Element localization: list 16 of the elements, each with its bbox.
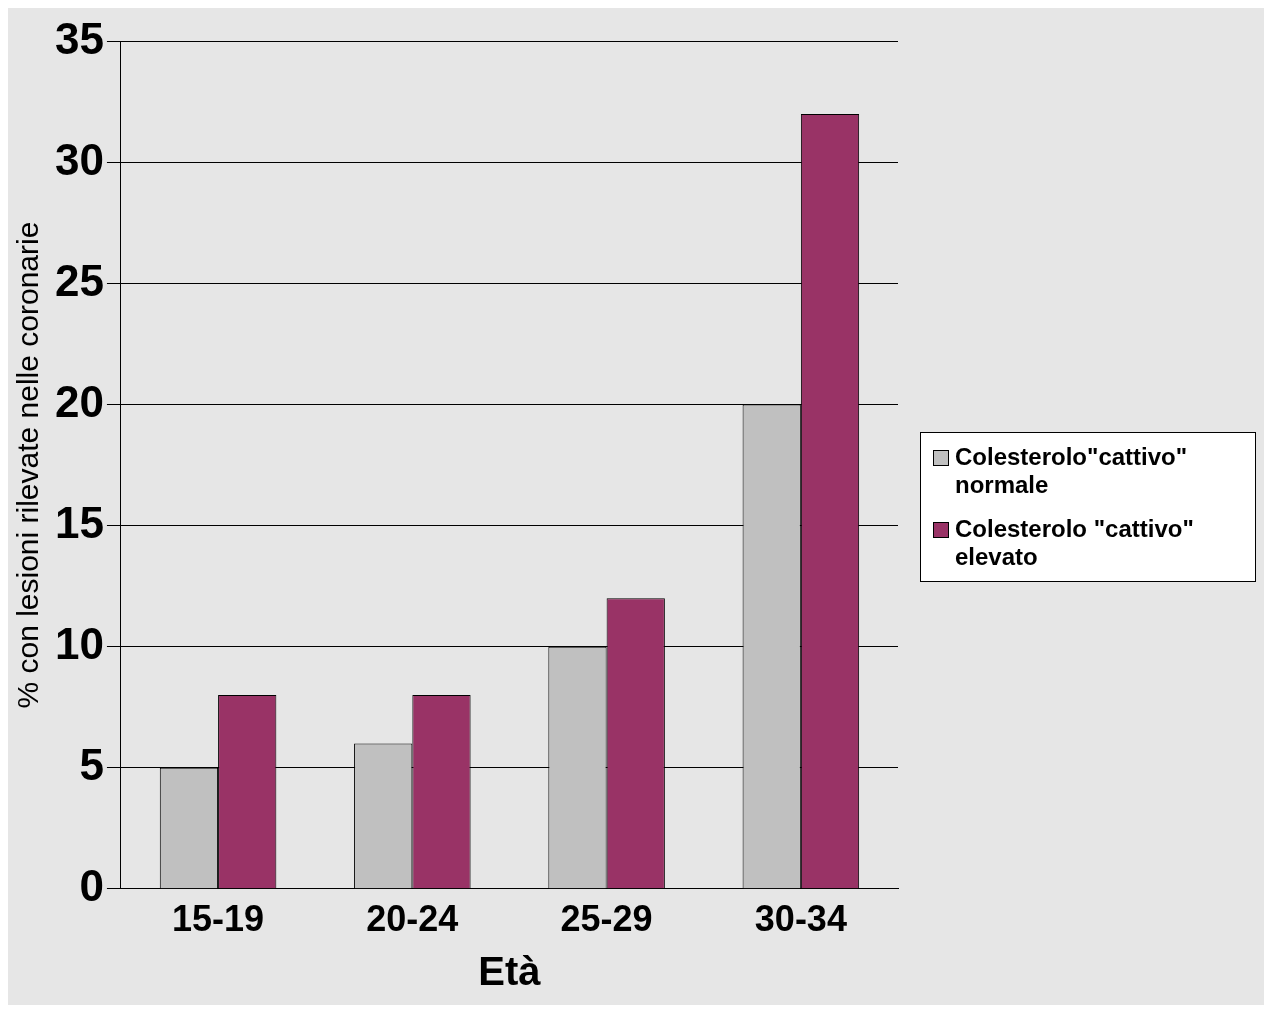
y-tick-label: 30 xyxy=(54,134,104,184)
legend-label: Colesterolo "cattivo" elevato xyxy=(955,514,1195,571)
y-tick-label: 20 xyxy=(54,376,104,426)
legend-label: Colesterolo"cattivo" normale xyxy=(955,442,1189,499)
y-tick-label: 15 xyxy=(54,497,104,547)
y-tick-label: 0 xyxy=(79,860,104,910)
x-tick-label: 15-19 xyxy=(172,897,265,939)
y-axis-title: % con lesioni rilevate nelle coronarie xyxy=(11,221,45,709)
x-tick-label: 20-24 xyxy=(366,897,459,939)
x-axis-title: Età xyxy=(478,948,542,993)
y-tick-label: 35 xyxy=(54,13,104,63)
y-tick-label: 25 xyxy=(54,255,104,305)
y-tick-label: 10 xyxy=(54,618,104,668)
x-tick-label: 25-29 xyxy=(560,897,653,939)
y-tick-label: 5 xyxy=(79,739,104,789)
x-tick-label: 30-34 xyxy=(754,897,847,939)
